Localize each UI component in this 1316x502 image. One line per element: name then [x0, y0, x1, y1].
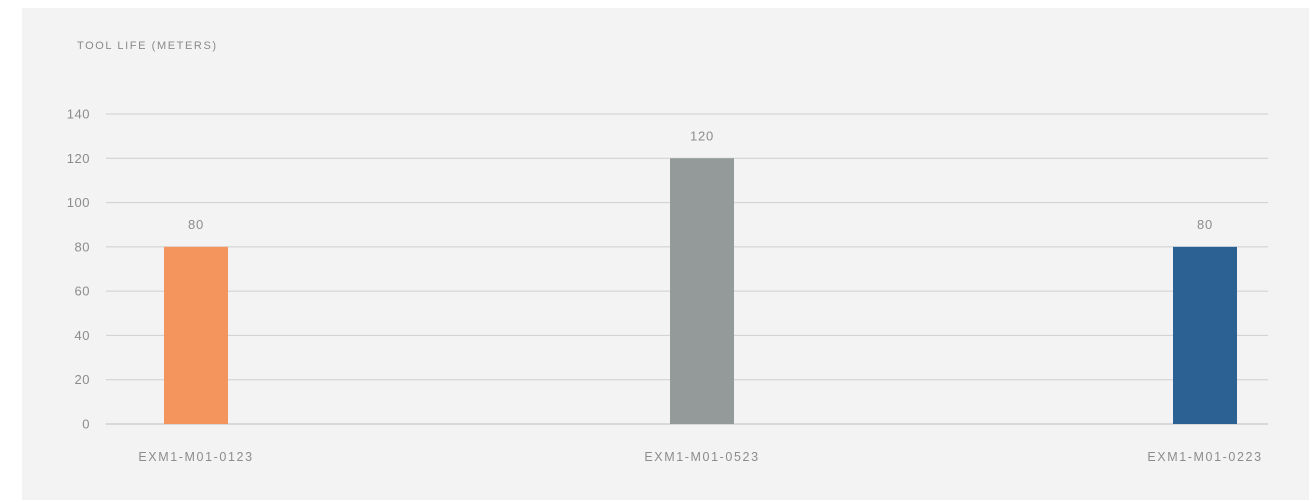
data-label: 120: [690, 128, 714, 143]
data-label: 80: [188, 217, 204, 232]
x-category-label: EXM1-M01-0223: [1147, 450, 1262, 464]
y-tick-label: 60: [75, 284, 90, 299]
y-tick-label: 140: [67, 107, 90, 122]
labels: 0 20 40 60 80 100 120 140 80 EXM1-M01-0123 120 EXM1…: [67, 107, 1262, 465]
bar-EXM1-M01-0523: [670, 158, 734, 425]
y-tick-label: 100: [67, 195, 90, 210]
x-category-label: EXM1-M01-0523: [644, 450, 759, 464]
y-tick-label: 20: [75, 372, 90, 387]
data-label: 80: [1197, 217, 1213, 232]
chart-panel: [22, 8, 1309, 500]
y-tick-label: 80: [75, 239, 90, 254]
bars: [164, 158, 1237, 425]
y-tick-label: 40: [75, 328, 90, 343]
chart-title: TOOL LIFE (METERS): [77, 40, 218, 52]
bar-EXM1-M01-0123: [164, 246, 228, 424]
y-tick-label: 0: [82, 417, 90, 432]
x-category-label: EXM1-M01-0123: [138, 450, 253, 464]
y-tick-label: 120: [67, 151, 90, 166]
bar-EXM1-M01-0223: [1173, 246, 1237, 424]
